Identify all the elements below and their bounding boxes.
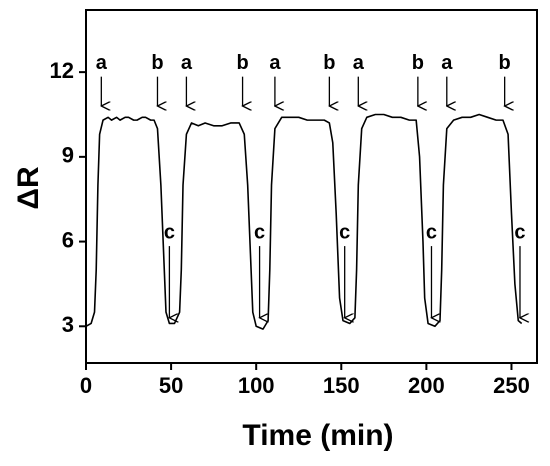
annotation-label: c: [514, 221, 525, 243]
y-tick-label: 3: [62, 312, 74, 337]
annotation-label: b: [412, 52, 424, 74]
y-tick-label: 6: [62, 227, 74, 252]
annotation-label: b: [236, 52, 248, 74]
annotation-label: a: [441, 52, 453, 74]
annotation-label: c: [164, 221, 175, 243]
annotation-label: a: [96, 52, 108, 74]
plot-frame: [85, 9, 538, 364]
annotation-label: a: [269, 52, 281, 74]
annotation-label: c: [426, 221, 437, 243]
x-tick-label: 200: [408, 373, 445, 398]
x-tick-label: 100: [238, 373, 275, 398]
annotation-label: a: [181, 52, 193, 74]
annotation-label: a: [353, 52, 365, 74]
x-tick-label: 0: [80, 373, 92, 398]
annotation-label: c: [254, 221, 265, 243]
x-tick-label: 150: [323, 373, 360, 398]
data-line: [85, 113, 523, 330]
annotation-label: b: [323, 52, 335, 74]
y-tick-label: 9: [62, 143, 74, 168]
annotation-label: b: [151, 52, 163, 74]
x-axis-label: Time (min): [242, 419, 393, 452]
annotation-label: b: [499, 52, 511, 74]
x-tick-label: 250: [493, 373, 530, 398]
y-axis-label: ΔR: [12, 166, 45, 210]
annotation-label: c: [339, 221, 350, 243]
x-tick-label: 50: [159, 373, 183, 398]
y-tick-label: 12: [50, 58, 74, 83]
